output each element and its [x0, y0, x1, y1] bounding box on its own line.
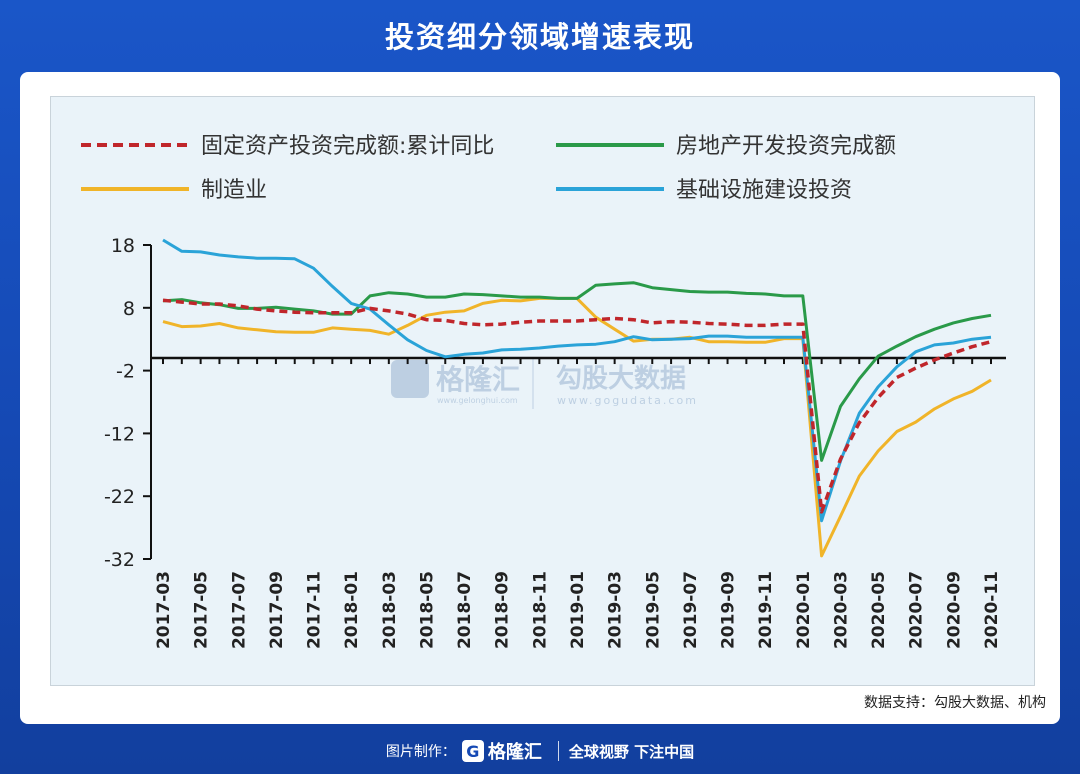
axes: 18 8 -2 -12 -22 -32 2017-03 2017-05 2017-07 2017-… [104, 235, 1006, 649]
x-tick-label: 2020-01 [794, 571, 814, 649]
series-line-fixed [162, 298, 992, 514]
footer-logo: G 格隆汇 [461, 738, 542, 764]
x-tick-label: 2018-07 [455, 571, 475, 649]
x-tick-label: 2018-03 [380, 571, 400, 649]
series-line-realestate [162, 281, 992, 462]
x-tick-label: 2020-03 [831, 571, 851, 649]
x-tick-label: 2020-11 [982, 571, 1002, 649]
footer-divider [557, 741, 559, 761]
y-tick-label: -22 [104, 486, 135, 508]
x-tick-label: 2019-07 [681, 571, 701, 649]
x-tick-label: 2017-05 [192, 571, 212, 649]
legend-label-realestate: 房地产开发投资完成额 [676, 134, 896, 159]
chart-frame: 固定资产投资完成额:累计同比 房地产开发投资完成额 制造业 基础设施建设投资 格… [50, 96, 1035, 686]
chart-card: 固定资产投资完成额:累计同比 房地产开发投资完成额 制造业 基础设施建设投资 格… [20, 72, 1060, 724]
x-tick-label: 2017-11 [305, 571, 325, 649]
watermark-brand-url: www.gelonghui.com [437, 396, 518, 405]
x-tick-label: 2019-05 [643, 571, 663, 649]
footer-prefix: 图片制作： [385, 744, 456, 760]
series-layer [162, 238, 992, 558]
series-line-infrastructure [162, 238, 992, 523]
y-tick-label: -2 [116, 361, 135, 383]
x-tick-label: 2017-07 [229, 571, 249, 649]
source-note: 数据支持：勾股大数据、机构 [864, 695, 1046, 711]
x-tick-label: 2018-11 [530, 571, 550, 649]
x-tick-label: 2019-01 [568, 571, 588, 649]
x-tick-label: 2018-09 [493, 571, 513, 649]
y-tick-label: -12 [104, 423, 135, 445]
footer-slogan: 全球视野 下注中国 [568, 742, 695, 761]
page-title: 投资细分领域增速表现 [384, 20, 695, 54]
y-tick-label: -32 [104, 549, 135, 571]
x-tick-label: 2017-09 [267, 571, 287, 649]
watermark-partner-url: www.gogudata.com [557, 394, 698, 407]
watermark-partner: 勾股大数据 [556, 364, 686, 394]
x-tick-label: 2019-03 [606, 571, 626, 649]
x-tick-label: 2020-07 [907, 571, 927, 649]
legend-label-fixed: 固定资产投资完成额:累计同比 [201, 134, 494, 159]
x-tick-label: 2019-09 [719, 571, 739, 649]
x-tick-label: 2017-03 [154, 571, 174, 649]
x-tick-label: 2020-09 [944, 571, 964, 649]
line-chart: 固定资产投资完成额:累计同比 房地产开发投资完成额 制造业 基础设施建设投资 格… [81, 134, 1006, 649]
legend-label-infrastructure: 基础设施建设投资 [676, 178, 852, 203]
legend: 固定资产投资完成额:累计同比 房地产开发投资完成额 制造业 基础设施建设投资 [81, 134, 896, 203]
x-tick-label: 2020-05 [869, 571, 889, 649]
x-tick-label: 2018-01 [342, 571, 362, 649]
footer: 图片制作： G 格隆汇 全球视野 下注中国 [0, 736, 1080, 766]
watermark-brand: 格隆汇 [436, 363, 520, 396]
footer-brand: 格隆汇 [487, 742, 542, 763]
y-tick-label: 18 [111, 235, 135, 257]
series-line-manufacturing [162, 296, 992, 558]
x-tick-label: 2019-11 [756, 571, 776, 649]
gelonghui-logo-icon: G [461, 740, 484, 762]
y-tick-label: 8 [123, 298, 135, 320]
x-tick-label: 2018-05 [417, 571, 437, 649]
watermark: 格隆汇 www.gelonghui.com 勾股大数据 www.gogudata… [391, 359, 698, 409]
legend-label-manufacturing: 制造业 [201, 178, 267, 203]
gelonghui-logo-icon [391, 360, 429, 398]
